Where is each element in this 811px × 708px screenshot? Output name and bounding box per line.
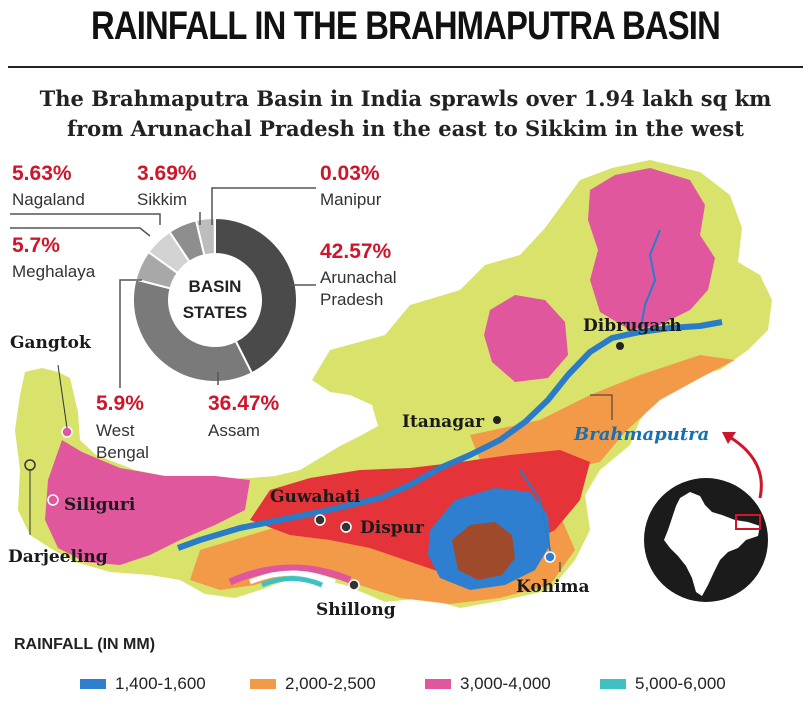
tributary-south: [519, 469, 553, 561]
legend-item-2: 2,000-2,500: [250, 674, 376, 694]
leader-west-bengal: [119, 279, 142, 388]
legend-label-1: 1,400-1,600: [115, 674, 206, 693]
siliguri-dot: [47, 494, 59, 506]
meghalaya-pct: 5.7%: [12, 234, 60, 257]
manipur-label: Manipur: [320, 190, 382, 209]
zone-rings-shillong: [228, 564, 352, 586]
zone-3000-4000-west: [45, 440, 250, 565]
label-dibrugarh: Dibrugarh: [583, 316, 682, 336]
legend-item-4: 5,000-6,000: [600, 674, 726, 694]
legend-label-3: 3,000-4,000: [460, 674, 551, 693]
leader-meghalaya: [10, 227, 151, 237]
gangtok-dot: [61, 426, 73, 438]
donut-center-line-1: BASIN: [189, 277, 242, 296]
manipur-pct: 0.03%: [320, 162, 380, 185]
inset-highlight-box: [735, 514, 761, 530]
legend-swatch-3: [425, 679, 451, 689]
darjeeling-dot: [24, 459, 36, 471]
zone-2000-2500-east: [470, 355, 735, 470]
dibrugarh-dot: [616, 342, 624, 350]
inset-arrow-head: [722, 432, 736, 444]
legend-label-2: 2,000-2,500: [285, 674, 376, 693]
label-gangtok: Gangtok: [10, 333, 92, 353]
title-divider: [8, 66, 803, 68]
subtitle-line-2: from Arunachal Pradesh in the east to Si…: [67, 116, 744, 141]
zone-5000-6000-ring: [261, 576, 323, 588]
legend-title: RAINFALL (IN MM): [14, 636, 156, 653]
zone-brown-core: [452, 522, 515, 580]
westbengal-pct: 5.9%: [96, 392, 144, 415]
westbengal-label-2: Bengal: [96, 443, 149, 462]
brahmaputra-leader: [590, 394, 613, 420]
inset-arrow: [727, 434, 763, 499]
label-guwahati: Guwahati: [270, 487, 361, 507]
donut-center: [169, 254, 261, 346]
label-shillong: Shillong: [316, 600, 396, 620]
nagaland-pct: 5.63%: [12, 162, 72, 185]
leader-manipur: [211, 187, 316, 225]
label-darjeeling: Darjeeling: [8, 547, 108, 567]
sikkim-label: Sikkim: [137, 190, 188, 209]
leader-nagaland: [10, 213, 161, 225]
arunachal-pct: 42.57%: [320, 240, 392, 263]
guwahati-dot: [314, 514, 326, 526]
subtitle-line-1: The Brahmaputra Basin in India sprawls o…: [39, 86, 772, 111]
label-itanagar: Itanagar: [402, 412, 485, 432]
kohima-dot: [544, 551, 556, 563]
legend-label-4: 5,000-6,000: [635, 674, 726, 693]
arunachal-label-2: Pradesh: [320, 290, 384, 309]
brahmaputra-river: [176, 319, 723, 551]
legend-swatch-4: [600, 679, 626, 689]
legend-swatch-2: [250, 679, 276, 689]
legend-swatch-1: [80, 679, 106, 689]
arunachal-label-1: Arunachal: [320, 268, 397, 287]
dispur-dot: [340, 521, 352, 533]
westbengal-label-1: West: [96, 421, 135, 440]
label-siliguri: Siliguri: [64, 495, 136, 515]
zone-3000-4000-central: [484, 295, 568, 382]
india-outline: [664, 492, 760, 596]
label-brahmaputra: Brahmaputra: [573, 424, 709, 445]
label-kohima: Kohima: [516, 577, 590, 597]
assam-pct: 36.47%: [208, 392, 280, 415]
meghalaya-label: Meghalaya: [12, 262, 96, 281]
sikkim-pct: 3.69%: [137, 162, 197, 185]
nagaland-label: Nagaland: [12, 190, 85, 209]
legend-item-3: 3,000-4,000: [425, 674, 551, 694]
tributary-north: [639, 229, 661, 333]
gangtok-leader: [57, 364, 68, 429]
shillong-dot: [348, 579, 360, 591]
itanagar-dot: [493, 416, 501, 424]
label-dispur: Dispur: [360, 518, 425, 538]
zone-ring-white: [249, 570, 336, 585]
legend-item-1: 1,400-1,600: [80, 674, 206, 694]
page-title: RAINFALL IN THE BRAHMAPUTRA BASIN: [91, 4, 721, 48]
donut-center-line-2: STATES: [183, 303, 248, 322]
assam-label: Assam: [208, 421, 260, 440]
